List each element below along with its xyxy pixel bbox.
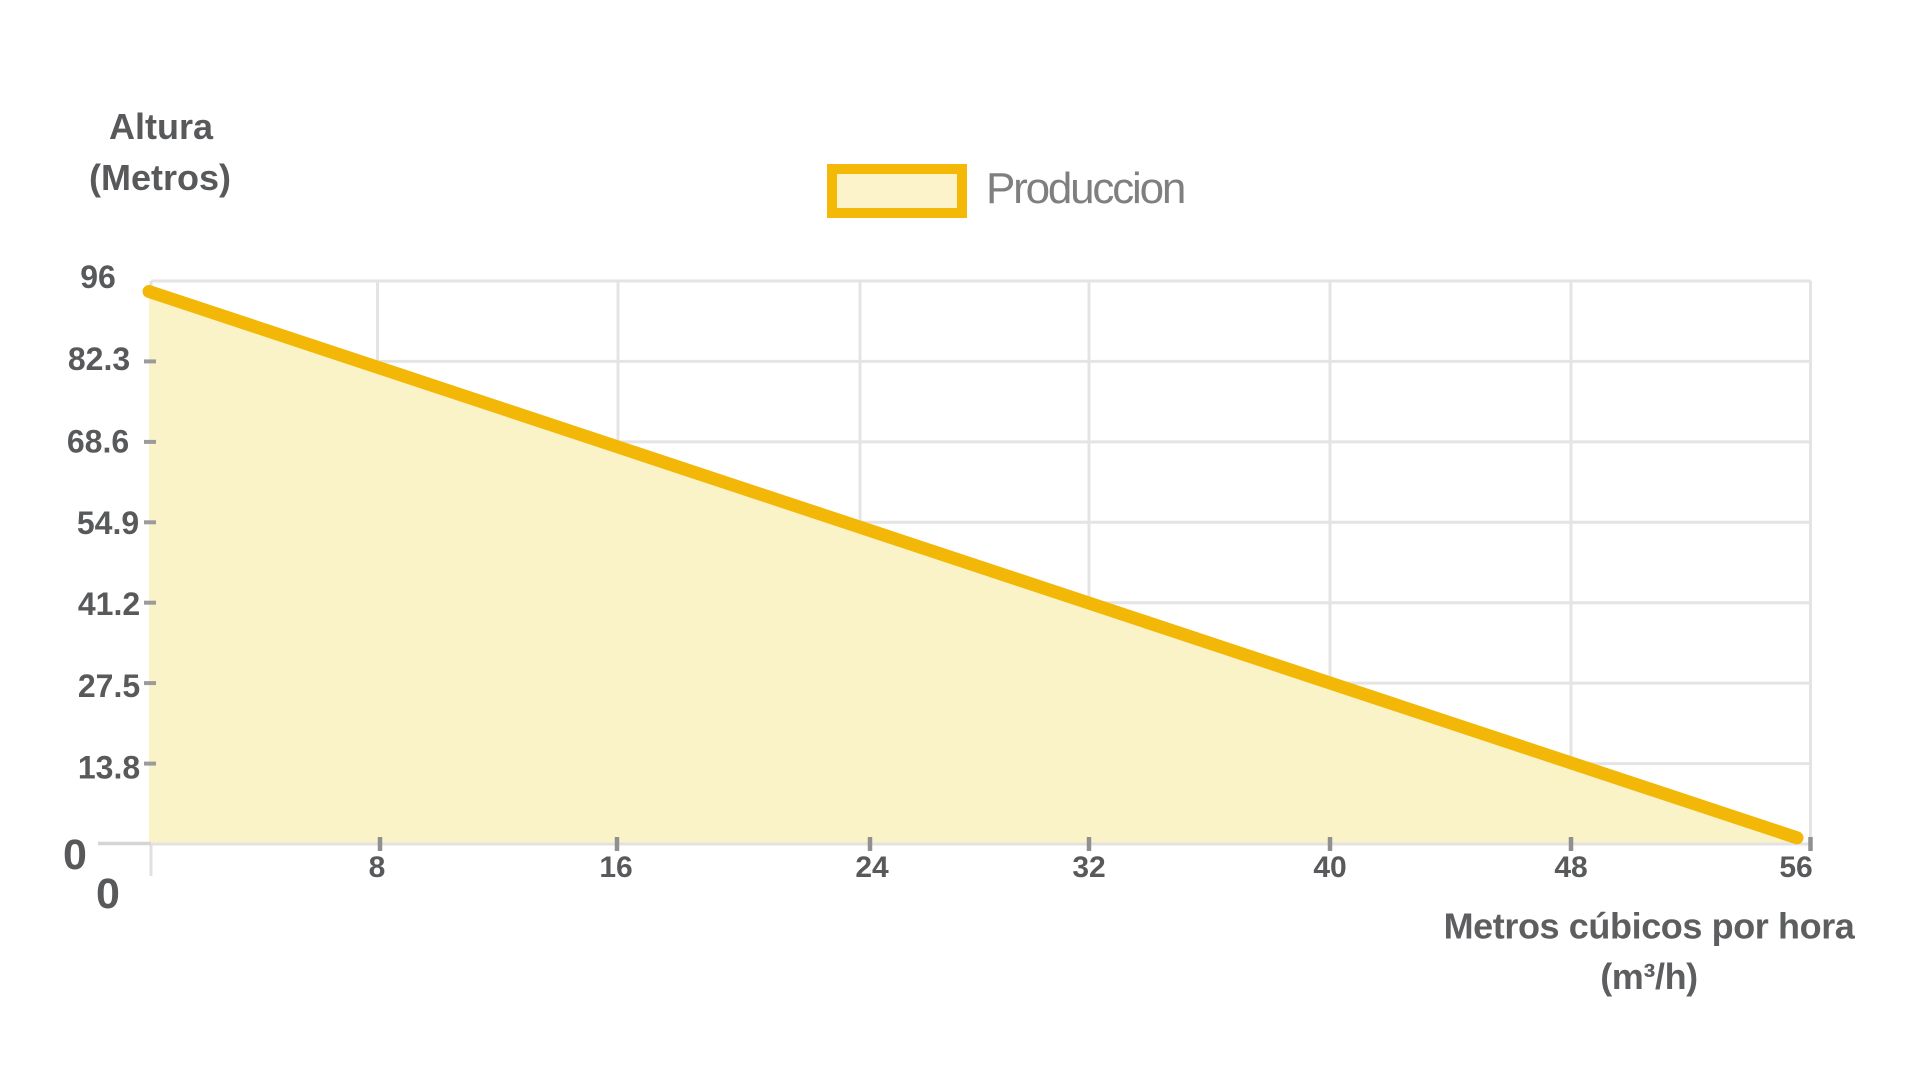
svg-text:32: 32 (1072, 851, 1105, 884)
svg-text:40: 40 (1313, 851, 1346, 884)
svg-text:27.5: 27.5 (78, 668, 140, 704)
svg-text:13.8: 13.8 (78, 750, 140, 786)
svg-text:24: 24 (855, 851, 889, 884)
svg-text:Produccion: Produccion (986, 164, 1184, 213)
svg-text:54.9: 54.9 (77, 505, 139, 541)
svg-text:Altura: Altura (109, 106, 214, 147)
svg-text:0: 0 (96, 870, 120, 918)
svg-text:68.6: 68.6 (67, 424, 129, 460)
svg-text:(m³/h): (m³/h) (1600, 956, 1698, 997)
svg-text:82.3: 82.3 (68, 341, 130, 377)
svg-text:0: 0 (63, 831, 87, 879)
svg-text:41.2: 41.2 (78, 586, 140, 622)
svg-text:8: 8 (369, 851, 386, 884)
svg-text:(Metros): (Metros) (89, 157, 231, 198)
svg-text:56: 56 (1779, 851, 1812, 884)
svg-text:Metros cúbicos por hora: Metros cúbicos por hora (1444, 906, 1856, 947)
svg-text:96: 96 (80, 259, 116, 295)
svg-text:48: 48 (1554, 851, 1587, 884)
svg-text:16: 16 (599, 851, 632, 884)
